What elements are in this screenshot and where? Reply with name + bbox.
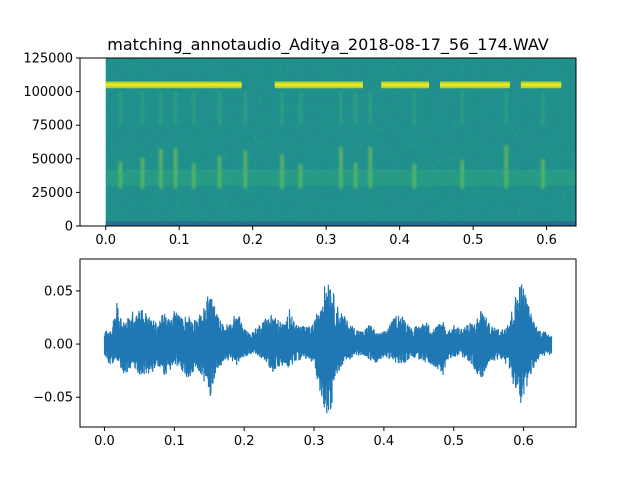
spectrogram-x-tick-label: 0.2 — [242, 233, 263, 248]
spectrogram-streak — [368, 146, 372, 189]
spectrogram-bright-band-core — [274, 83, 363, 87]
waveform-x-tick-label: 0.4 — [374, 434, 395, 449]
spectrogram-streak — [504, 145, 508, 189]
spectrogram-streak — [298, 164, 302, 189]
spectrogram-x-tick-label: 0.4 — [389, 233, 410, 248]
spectrogram-streak — [118, 161, 122, 189]
spectrogram-streak-upper — [369, 91, 372, 126]
spectrogram-streak — [192, 163, 196, 189]
spectrogram-streak-upper — [299, 91, 302, 126]
spectrogram-streak — [541, 159, 545, 189]
spectrogram-y-tick-label: 100000 — [23, 85, 73, 100]
spectrogram-x-tick-label: 0.6 — [536, 233, 557, 248]
spectrogram-streak — [339, 146, 343, 189]
spectrogram-x-axis: 0.0 0.1 0.2 0.3 0.4 0.5 0.6 — [95, 226, 557, 248]
spectrogram-streak — [159, 148, 163, 189]
spectrogram-streak — [218, 155, 222, 189]
waveform-x-tick-label: 0.0 — [94, 434, 115, 449]
waveform-line — [103, 284, 553, 414]
spectrogram-streak — [460, 159, 464, 189]
waveform-x-tick-label: 0.2 — [234, 434, 255, 449]
spectrogram-streak-upper — [354, 91, 357, 126]
spectrogram-streak-upper — [159, 91, 162, 126]
spectrogram-y-axis: 0 25000 50000 75000 100000 125000 — [23, 52, 80, 235]
spectrogram-bright-band-core — [381, 83, 430, 87]
spectrogram-x-tick-label: 0.3 — [316, 233, 337, 248]
waveform-x-tick-label: 0.6 — [513, 434, 534, 449]
spectrogram-axes-frame — [79, 57, 577, 227]
waveform-y-tick-label: 0.05 — [44, 284, 73, 299]
spectrogram-x-tick-label: 0.5 — [463, 233, 484, 248]
spectrogram-x-tick-label: 0.1 — [169, 233, 190, 248]
spectrogram-y-tick-label: 75000 — [32, 119, 73, 134]
spectrogram-streak — [174, 148, 178, 189]
spectrogram-mid-band — [105, 169, 576, 186]
spectrogram-streak-upper — [218, 91, 221, 126]
spectrogram-y-tick-label: 0 — [65, 220, 73, 235]
waveform-panel: 0.0 0.1 0.2 0.3 0.4 0.5 0.6 0.05 0.00 −0.05 — [33, 258, 577, 449]
spectrogram-streak — [280, 154, 284, 189]
spectrogram-title: matching_annotaudio_Aditya_2018-08-17_56… — [107, 35, 548, 55]
spectrogram-streak-upper — [174, 91, 177, 126]
spectrogram-image — [105, 58, 576, 226]
spectrogram-y-tick-label: 125000 — [23, 52, 73, 67]
spectrogram-streaks — [118, 91, 545, 189]
waveform-x-tick-label: 0.3 — [304, 434, 325, 449]
spectrogram-streak-upper — [119, 91, 122, 126]
spectrogram-streak-upper — [192, 91, 195, 126]
spectrogram-panel: 0.0 0.1 0.2 0.3 0.4 0.5 0.6 0 25000 50000 75000 10… — [23, 52, 577, 248]
spectrogram-y-tick-label: 25000 — [32, 186, 73, 201]
spectrogram-bright-band-core — [520, 83, 562, 87]
spectrogram-streak-upper — [413, 91, 416, 126]
spectrogram-streak-upper — [339, 91, 342, 126]
waveform-x-axis: 0.0 0.1 0.2 0.3 0.4 0.5 0.6 — [94, 427, 534, 449]
waveform-x-tick-label: 0.5 — [443, 434, 464, 449]
spectrogram-y-tick-label: 50000 — [32, 152, 73, 167]
spectrogram-streak-upper — [541, 91, 544, 126]
spectrogram-streak — [354, 162, 358, 189]
spectrogram-streak — [243, 150, 247, 189]
waveform-y-tick-label: −0.05 — [33, 391, 73, 406]
waveform-y-axis: 0.05 0.00 −0.05 — [33, 284, 80, 406]
spectrogram-low-band — [105, 221, 576, 226]
waveform-plot — [103, 284, 553, 414]
spectrogram-streak — [412, 163, 416, 189]
spectrogram-streak-upper — [461, 91, 464, 126]
spectrogram-streak-upper — [244, 91, 247, 126]
spectrogram-streak-upper — [505, 91, 508, 126]
spectrogram-x-tick-label: 0.0 — [95, 233, 116, 248]
waveform-x-tick-label: 0.1 — [164, 434, 185, 449]
waveform-y-tick-label: 0.00 — [44, 338, 73, 353]
spectrogram-bright-band-core — [440, 83, 510, 87]
spectrogram-streak-upper — [141, 91, 144, 126]
spectrogram-streak-upper — [281, 91, 284, 126]
spectrogram-streak — [140, 157, 144, 189]
waveform-axes-frame — [79, 258, 577, 428]
spectrogram-bright-band-core — [105, 83, 242, 87]
